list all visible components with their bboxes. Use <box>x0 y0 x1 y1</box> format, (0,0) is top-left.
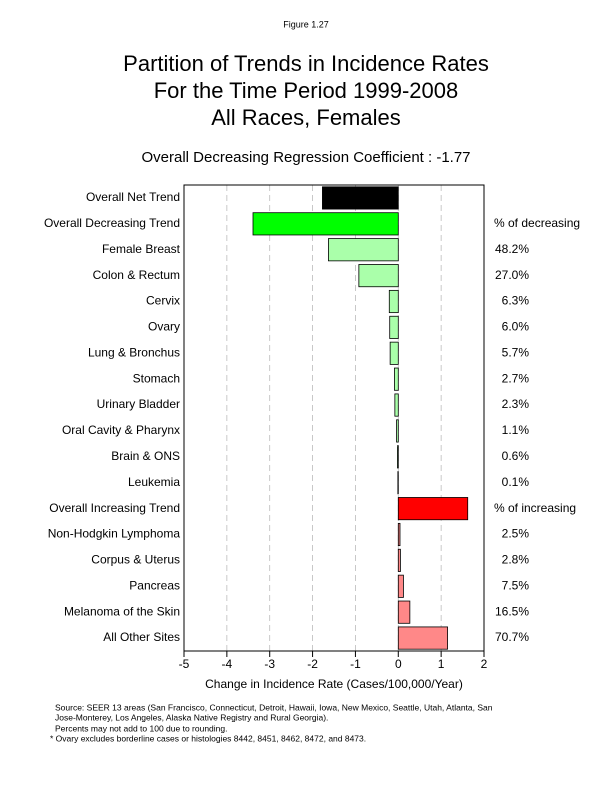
percent-label: 2.3% <box>502 397 530 411</box>
bar <box>252 212 399 236</box>
bar <box>397 600 411 624</box>
right-header: % of increasing <box>494 501 576 515</box>
percent-label: 5.7% <box>502 345 530 359</box>
y-tick-label: Lung & Bronchus <box>88 345 180 359</box>
y-tick-label: Overall Decreasing Trend <box>44 216 180 230</box>
footnote: Percents may not add to 100 due to round… <box>55 723 227 733</box>
x-tick-label: 0 <box>395 657 402 671</box>
y-tick-label: Non-Hodgkin Lymphoma <box>48 527 181 541</box>
y-tick-label: Overall Net Trend <box>86 190 180 204</box>
x-tick-label: -5 <box>179 657 190 671</box>
percent-label: 27.0% <box>495 268 529 282</box>
footnote: Source: SEER 13 areas (San Francisco, Co… <box>55 702 493 712</box>
percent-label: 70.7% <box>495 630 529 644</box>
figure-label: Figure 1.27 <box>283 19 329 29</box>
percent-label: 6.3% <box>502 294 530 308</box>
y-tick-label: Pancreas <box>129 578 180 592</box>
y-tick-label: Brain & ONS <box>111 449 180 463</box>
x-tick-label: -3 <box>264 657 275 671</box>
bar <box>322 186 399 210</box>
chart-title: Partition of Trends in Incidence Rates <box>123 51 489 76</box>
y-tick-label: Urinary Bladder <box>97 397 180 411</box>
y-tick-label: Stomach <box>133 371 180 385</box>
percent-label: 48.2% <box>495 242 529 256</box>
x-axis-label: Change in Incidence Rate (Cases/100,000/… <box>205 677 463 691</box>
percent-label: 1.1% <box>502 423 530 437</box>
bar <box>396 419 399 443</box>
y-tick-label: Cervix <box>146 294 180 308</box>
y-tick-label: All Other Sites <box>103 630 180 644</box>
bar <box>394 393 399 417</box>
bar <box>358 264 399 288</box>
bar <box>389 341 399 365</box>
bar <box>397 522 401 547</box>
y-tick-label: Leukemia <box>128 475 180 489</box>
x-tick-label: 2 <box>481 657 488 671</box>
chart-title: All Races, Females <box>211 105 401 130</box>
percent-label: 16.5% <box>495 604 529 618</box>
chart-subtitle: Overall Decreasing Regression Coefficien… <box>141 149 470 166</box>
bar <box>394 367 399 391</box>
y-tick-label: Ovary <box>148 320 180 334</box>
x-tick-label: -4 <box>222 657 233 671</box>
bar <box>389 315 399 339</box>
x-tick-label: -2 <box>307 657 318 671</box>
bar <box>397 445 399 469</box>
plot-frame <box>183 184 485 652</box>
percent-label: 7.5% <box>502 578 530 592</box>
right-header: % of decreasing <box>494 216 580 230</box>
bar <box>397 548 401 572</box>
bar <box>388 289 399 314</box>
bar <box>328 238 399 262</box>
y-tick-label: Overall Increasing Trend <box>49 501 180 515</box>
percent-label: 6.0% <box>502 320 530 334</box>
percent-label: 2.7% <box>502 371 530 385</box>
y-tick-label: Female Breast <box>102 242 181 256</box>
percent-label: 0.6% <box>502 449 530 463</box>
y-tick-label: Colon & Rectum <box>93 268 180 282</box>
percent-label: 0.1% <box>502 475 530 489</box>
bar <box>397 574 404 598</box>
percent-label: 2.5% <box>502 527 530 541</box>
footnote: Jose-Monterey, Los Angeles, Alaska Nativ… <box>55 712 328 722</box>
y-tick-label: Corpus & Uterus <box>91 553 180 567</box>
chart-title: For the Time Period 1999-2008 <box>154 78 459 103</box>
x-tick-label: 1 <box>438 657 445 671</box>
bar <box>397 497 469 521</box>
y-tick-label: Melanoma of the Skin <box>64 604 180 618</box>
bar <box>397 626 448 650</box>
footnote: * Ovary excludes borderline cases or his… <box>50 733 366 743</box>
y-tick-label: Oral Cavity & Pharynx <box>62 423 180 437</box>
x-tick-label: -1 <box>350 657 361 671</box>
percent-label: 2.8% <box>502 553 530 567</box>
